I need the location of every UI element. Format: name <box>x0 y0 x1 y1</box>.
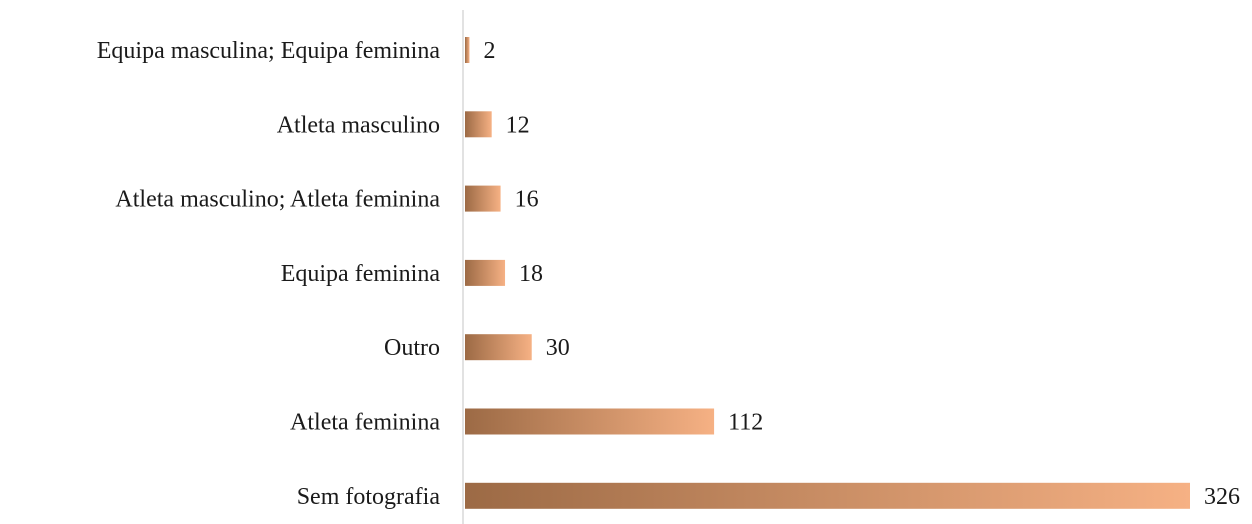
value-label-atleta-masculino-atleta-feminina: 16 <box>515 187 539 213</box>
bar-equipa-feminina <box>465 259 506 286</box>
bar-atleta-masculino-atleta-feminina <box>465 185 501 212</box>
bar-equipa-masculina-equipa-feminina <box>465 37 470 63</box>
bar-outro <box>465 334 532 361</box>
category-label-atleta-masculino: Atleta masculino <box>277 112 440 138</box>
category-label-sem-fotografia: Sem fotografia <box>297 484 441 510</box>
value-label-equipa-feminina: 18 <box>519 261 543 287</box>
category-label-atleta-masculino-atleta-feminina: Atleta masculino; Atleta feminina <box>115 187 440 213</box>
category-labels: Equipa masculina; Equipa feminina Atleta … <box>97 38 441 510</box>
value-label-atleta-feminina: 112 <box>728 410 763 436</box>
value-label-sem-fotografia: 326 <box>1204 484 1240 510</box>
category-label-outro: Outro <box>384 335 440 361</box>
value-labels: 2 12 16 18 30 112 326 <box>483 38 1240 510</box>
bar-sem-fotografia <box>465 482 1190 509</box>
bar-atleta-masculino <box>465 111 492 138</box>
bar-atleta-feminina <box>465 408 715 435</box>
value-label-equipa-masculina-equipa-feminina: 2 <box>483 38 495 64</box>
category-label-atleta-feminina: Atleta feminina <box>290 410 440 436</box>
value-label-outro: 30 <box>546 335 570 361</box>
category-label-equipa-feminina: Equipa feminina <box>281 261 441 287</box>
category-label-equipa-masculina-equipa-feminina: Equipa masculina; Equipa feminina <box>97 38 441 64</box>
value-label-atleta-masculino: 12 <box>506 112 530 138</box>
bars-group <box>465 37 1190 509</box>
